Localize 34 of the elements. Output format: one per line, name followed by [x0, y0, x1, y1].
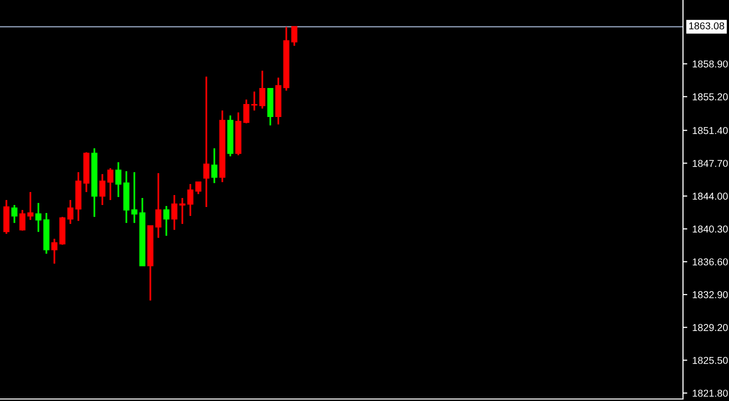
candlestick [291, 26, 298, 47]
y-tick-label: 1840.30 [692, 226, 728, 233]
candlestick [187, 183, 194, 217]
y-tick-label: 1847.70 [692, 160, 728, 167]
y-tick-label: 1851.40 [692, 127, 728, 134]
y-tick-label: 1821.80 [692, 390, 728, 397]
candlestick [203, 76, 210, 208]
candlestick [195, 181, 202, 195]
candlestick [27, 191, 34, 221]
candlestick [259, 70, 266, 110]
y-tick-label: 1858.90 [692, 60, 728, 68]
y-tick-label: 1829.20 [692, 324, 728, 332]
candlestick [67, 199, 74, 225]
candlestick [115, 161, 122, 198]
y-tick-label: 1825.50 [692, 356, 728, 364]
y-tick-label: 1832.90 [692, 291, 728, 298]
candlestick [211, 147, 218, 184]
candlestick [243, 98, 250, 124]
candlestick [179, 197, 186, 225]
candlestick [251, 90, 258, 112]
candlestick [99, 173, 106, 206]
candlestick [107, 167, 114, 201]
candlestick [171, 194, 178, 231]
candlestick [19, 209, 26, 232]
y-tick-label: 1855.20 [692, 93, 728, 100]
y-tick-label: 1844.00 [692, 192, 728, 200]
candlestick [131, 171, 138, 224]
candlestick [11, 204, 18, 224]
candlestick [155, 172, 162, 239]
y-tick-label: 1836.60 [692, 258, 728, 266]
candlestick [51, 238, 58, 264]
candlestick [163, 205, 170, 237]
ref-line-label: 1863.08 [689, 22, 724, 30]
candlestick [35, 202, 42, 233]
